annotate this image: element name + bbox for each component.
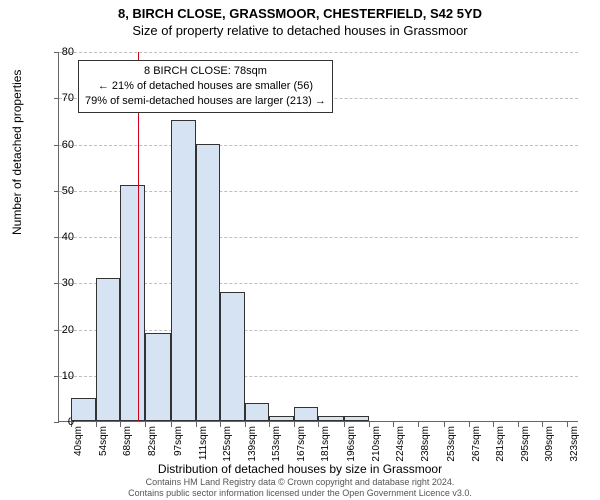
attribution-line1: Contains HM Land Registry data © Crown c… [0,477,600,487]
histogram-bar [344,416,369,421]
xtick-mark [196,422,197,427]
histogram-bar [120,185,145,421]
attribution-text: Contains HM Land Registry data © Crown c… [0,477,600,498]
histogram-bar [171,120,196,421]
xtick-mark [567,422,568,427]
annotation-box: 8 BIRCH CLOSE: 78sqm← 21% of detached ho… [78,60,333,113]
xtick-mark [369,422,370,427]
page-title-line1: 8, BIRCH CLOSE, GRASSMOOR, CHESTERFIELD,… [0,6,600,21]
xtick-mark [96,422,97,427]
attribution-line2: Contains public sector information licen… [0,488,600,498]
ytick-label: 50 [50,185,74,197]
ytick-label: 20 [50,324,74,336]
histogram-bar [318,416,344,421]
xtick-mark [145,422,146,427]
ytick-label: 40 [50,231,74,243]
y-axis-label: Number of detached properties [10,70,24,235]
xtick-mark [171,422,172,427]
ytick-label: 10 [50,370,74,382]
histogram-bar [245,403,270,422]
xtick-mark [418,422,419,427]
ytick-label: 30 [50,277,74,289]
histogram-bar [145,333,171,421]
histogram-bar [96,278,121,421]
xtick-mark [294,422,295,427]
xtick-mark [269,422,270,427]
histogram-bar [71,398,96,421]
xtick-mark [318,422,319,427]
xtick-mark [220,422,221,427]
annotation-line1: 8 BIRCH CLOSE: 78sqm [85,64,326,79]
xtick-mark [469,422,470,427]
histogram-bar [269,416,294,421]
annotation-line3: 79% of semi-detached houses are larger (… [85,94,326,109]
histogram-bar [294,407,319,421]
ytick-label: 60 [50,139,74,151]
x-axis-label: Distribution of detached houses by size … [0,462,600,476]
histogram-bar [220,292,245,422]
ytick-label: 80 [50,46,74,58]
xtick-mark [245,422,246,427]
page-title-line2: Size of property relative to detached ho… [0,23,600,38]
histogram-bar [196,144,221,422]
xtick-mark [518,422,519,427]
annotation-line2: ← 21% of detached houses are smaller (56… [85,79,326,94]
ytick-label: 70 [50,92,74,104]
